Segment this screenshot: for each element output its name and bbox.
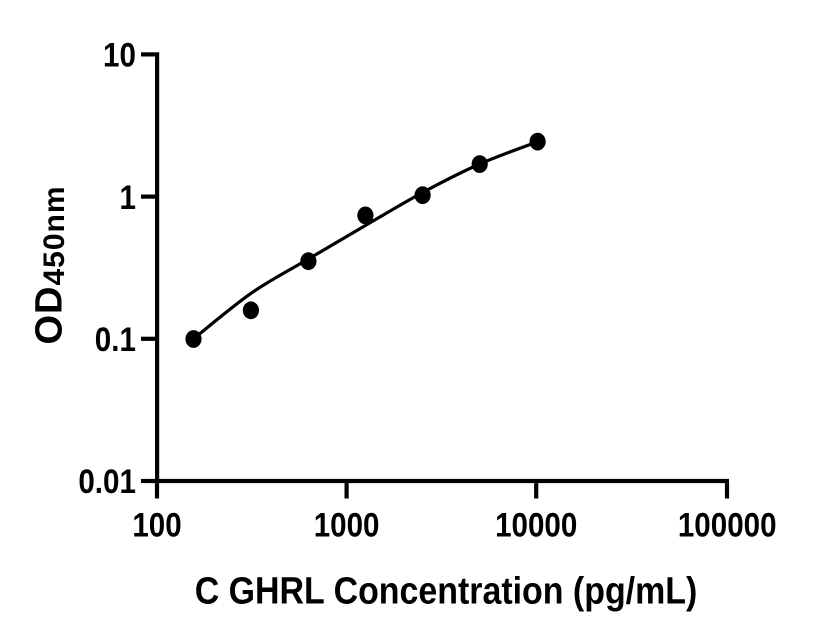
svg-text:100000: 100000 — [678, 505, 777, 543]
svg-text:0.01: 0.01 — [78, 462, 136, 500]
svg-text:10: 10 — [103, 36, 136, 74]
svg-text:1000: 1000 — [314, 505, 380, 543]
svg-text:C GHRL Concentration (pg/mL): C GHRL Concentration (pg/mL) — [195, 570, 698, 612]
svg-text:10000: 10000 — [495, 505, 577, 543]
svg-text:1: 1 — [119, 178, 135, 216]
svg-text:100: 100 — [132, 505, 181, 543]
svg-text:0.1: 0.1 — [95, 320, 136, 358]
